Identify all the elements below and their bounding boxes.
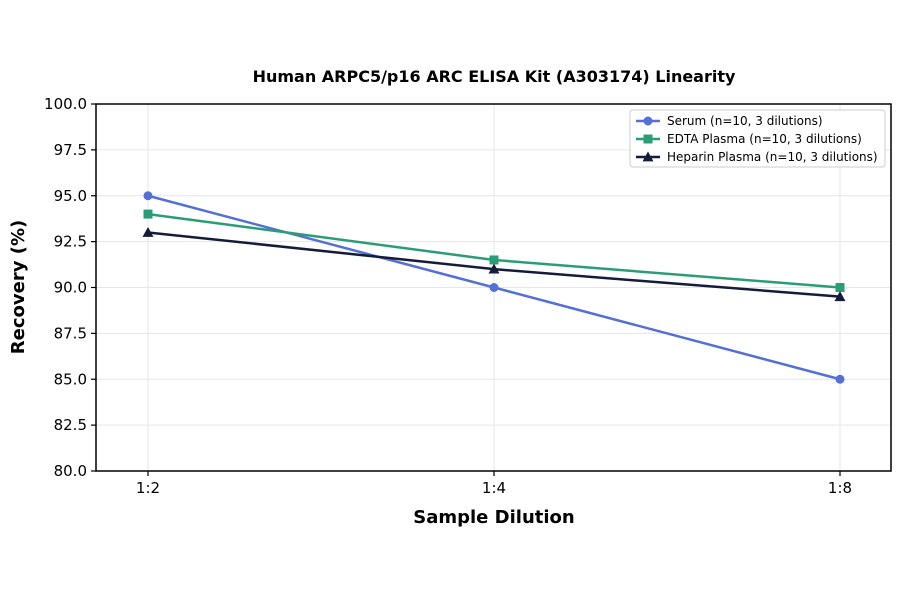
y-tick-label: 82.5 — [54, 416, 87, 434]
legend-label: Serum (n=10, 3 dilutions) — [667, 114, 823, 128]
y-tick-label: 95.0 — [54, 187, 87, 205]
legend-marker — [642, 151, 654, 162]
legend-label: Heparin Plasma (n=10, 3 dilutions) — [667, 150, 878, 164]
data-point — [489, 255, 499, 265]
y-tick-label: 100.0 — [44, 95, 87, 113]
x-axis-label: Sample Dilution — [413, 507, 574, 528]
data-point — [489, 283, 499, 292]
y-tick-label: 92.5 — [54, 233, 87, 251]
legend-marker — [643, 116, 653, 126]
data-point — [488, 263, 500, 274]
legend-label: EDTA Plasma (n=10, 3 dilutions) — [667, 132, 862, 146]
data-point — [834, 291, 846, 302]
series-2 — [142, 226, 846, 302]
series-1 — [143, 209, 845, 292]
x-tick-label: 1:4 — [482, 479, 506, 497]
legend: Serum (n=10, 3 dilutions) EDTA Plasma (n=… — [629, 109, 886, 168]
legend-marker — [643, 134, 653, 144]
x-tick-label: 1:2 — [136, 479, 160, 497]
legend-box — [629, 109, 886, 168]
y-tick-label: 87.5 — [54, 324, 87, 342]
series-layer — [142, 191, 846, 384]
y-tick-label: 97.5 — [54, 141, 87, 159]
y-tick-label: 80.0 — [54, 462, 87, 480]
data-point — [143, 209, 153, 219]
y-tick-label: 90.0 — [54, 279, 87, 297]
data-point — [143, 191, 153, 201]
data-point — [835, 283, 845, 292]
x-tick-label: 1:8 — [828, 479, 852, 497]
y-axis-label: Recovery (%) — [8, 220, 29, 354]
y-tick-label: 85.0 — [54, 370, 87, 388]
chart-title: Human ARPC5/p16 ARC ELISA Kit (A303174) … — [253, 67, 736, 86]
data-point — [835, 374, 845, 384]
axis-ticks: 80.0 82.5 85.0 87.5 90.0 92.5 95.0 97.5 100.0 1:2… — [44, 95, 852, 497]
data-point — [142, 226, 154, 237]
series-0 — [143, 191, 845, 384]
